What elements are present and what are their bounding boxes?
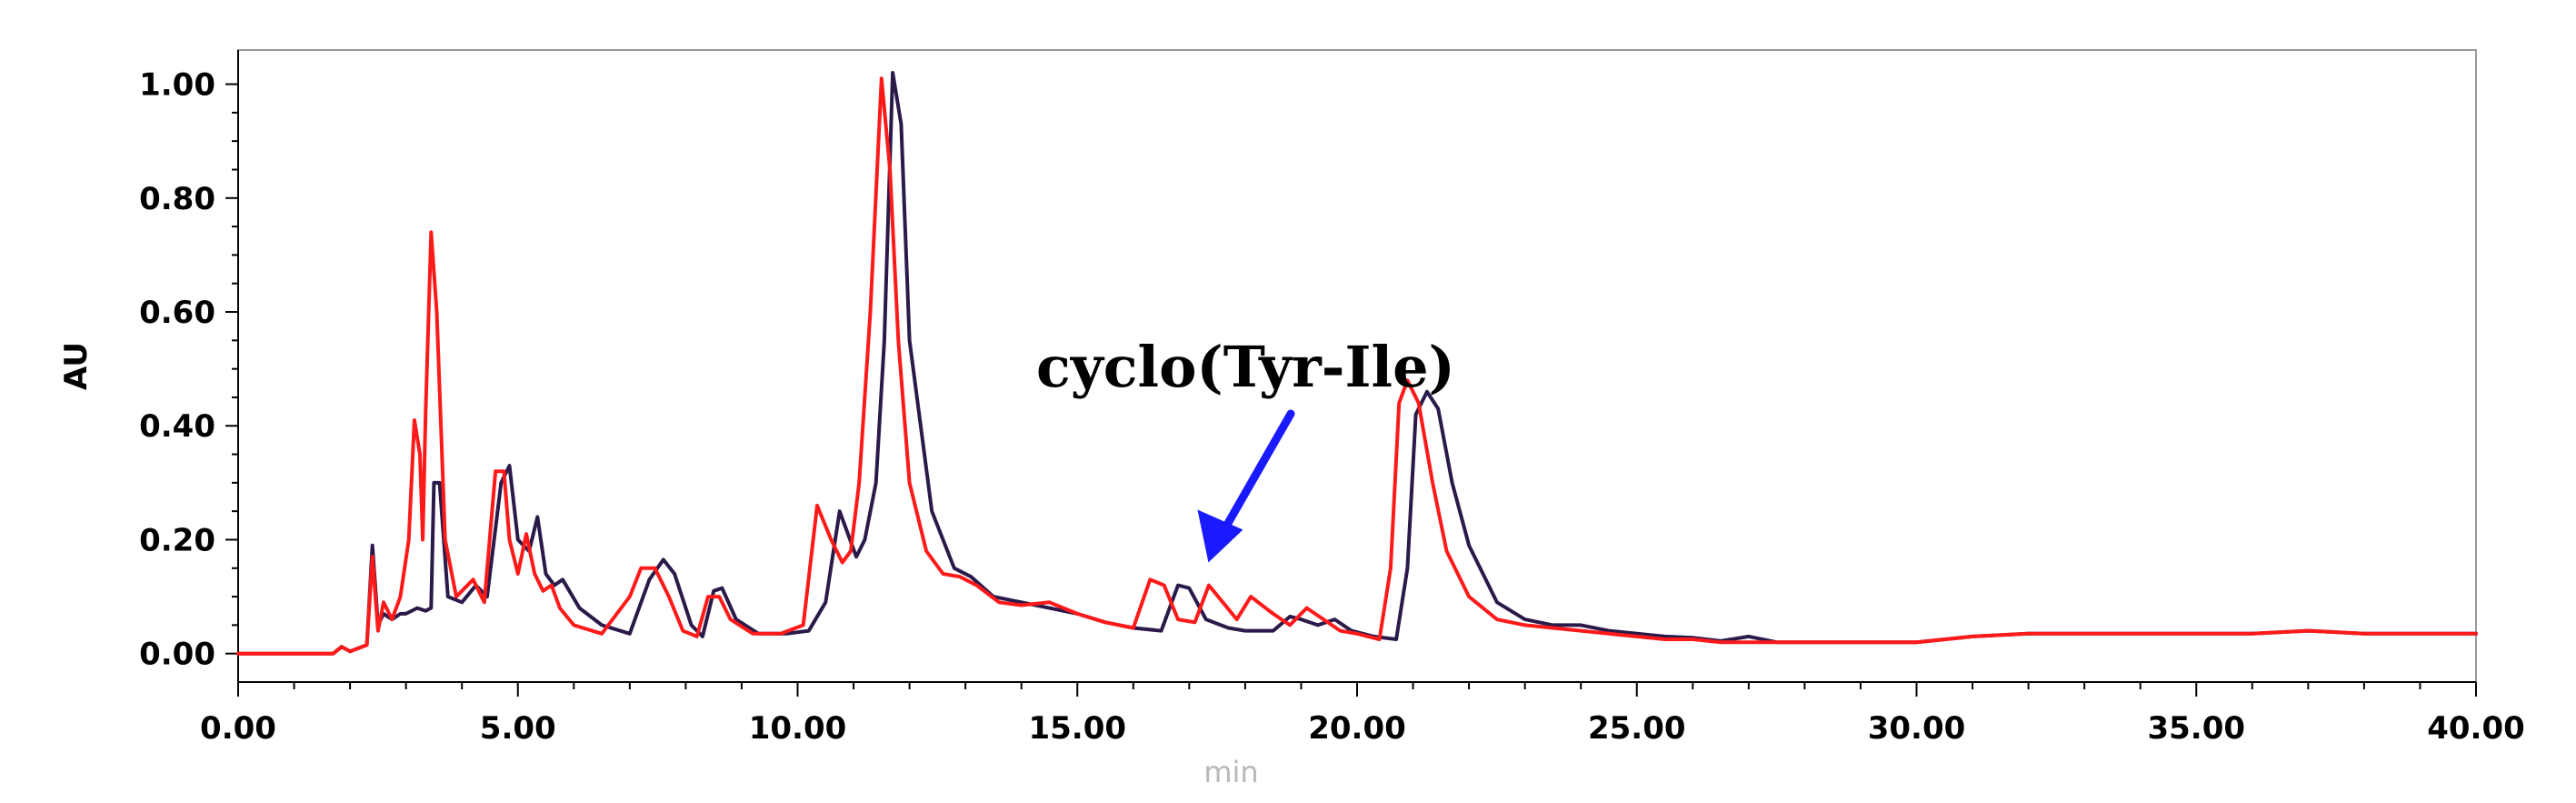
x-tick-label: 30.00: [1868, 710, 1966, 747]
x-tick-label: 5.00: [480, 710, 556, 747]
y-tick-label: 1.00: [139, 67, 215, 104]
x-tick-label: 35.00: [2147, 710, 2245, 747]
y-axis-title: AU: [58, 342, 95, 390]
x-tick-label: 15.00: [1028, 710, 1126, 747]
x-tick-label: 40.00: [2427, 710, 2525, 747]
arrow-head: [1197, 509, 1243, 563]
x-tick-label: 10.00: [749, 710, 847, 747]
x-tick-label: 20.00: [1308, 710, 1406, 747]
arrow-shaft: [1216, 409, 1295, 540]
annotation-label: cyclo(Tyr-Ile): [1036, 334, 1455, 400]
series-line: [236, 76, 2478, 656]
x-tick-label: 0.00: [200, 710, 276, 747]
y-tick-label: 0.40: [139, 408, 215, 445]
x-axis-title: min: [1203, 755, 1258, 789]
annotation-arrow: [1197, 409, 1295, 563]
series-line: [236, 71, 2478, 656]
y-tick-label: 0.60: [139, 295, 215, 331]
x-tick-label: 25.00: [1588, 710, 1686, 747]
y-tick-label: 0.80: [139, 181, 215, 217]
y-tick-label: 0.20: [139, 522, 215, 558]
y-tick-label: 0.00: [139, 637, 215, 673]
series-layer: [236, 71, 2478, 656]
y-axis: 0.00 0.20 0.40 0.60 0.80 1.00: [139, 50, 239, 682]
x-axis: 0.00 5.00 10.00 15.00 20.00 25.00 30.00 35.00 40…: [200, 681, 2525, 747]
